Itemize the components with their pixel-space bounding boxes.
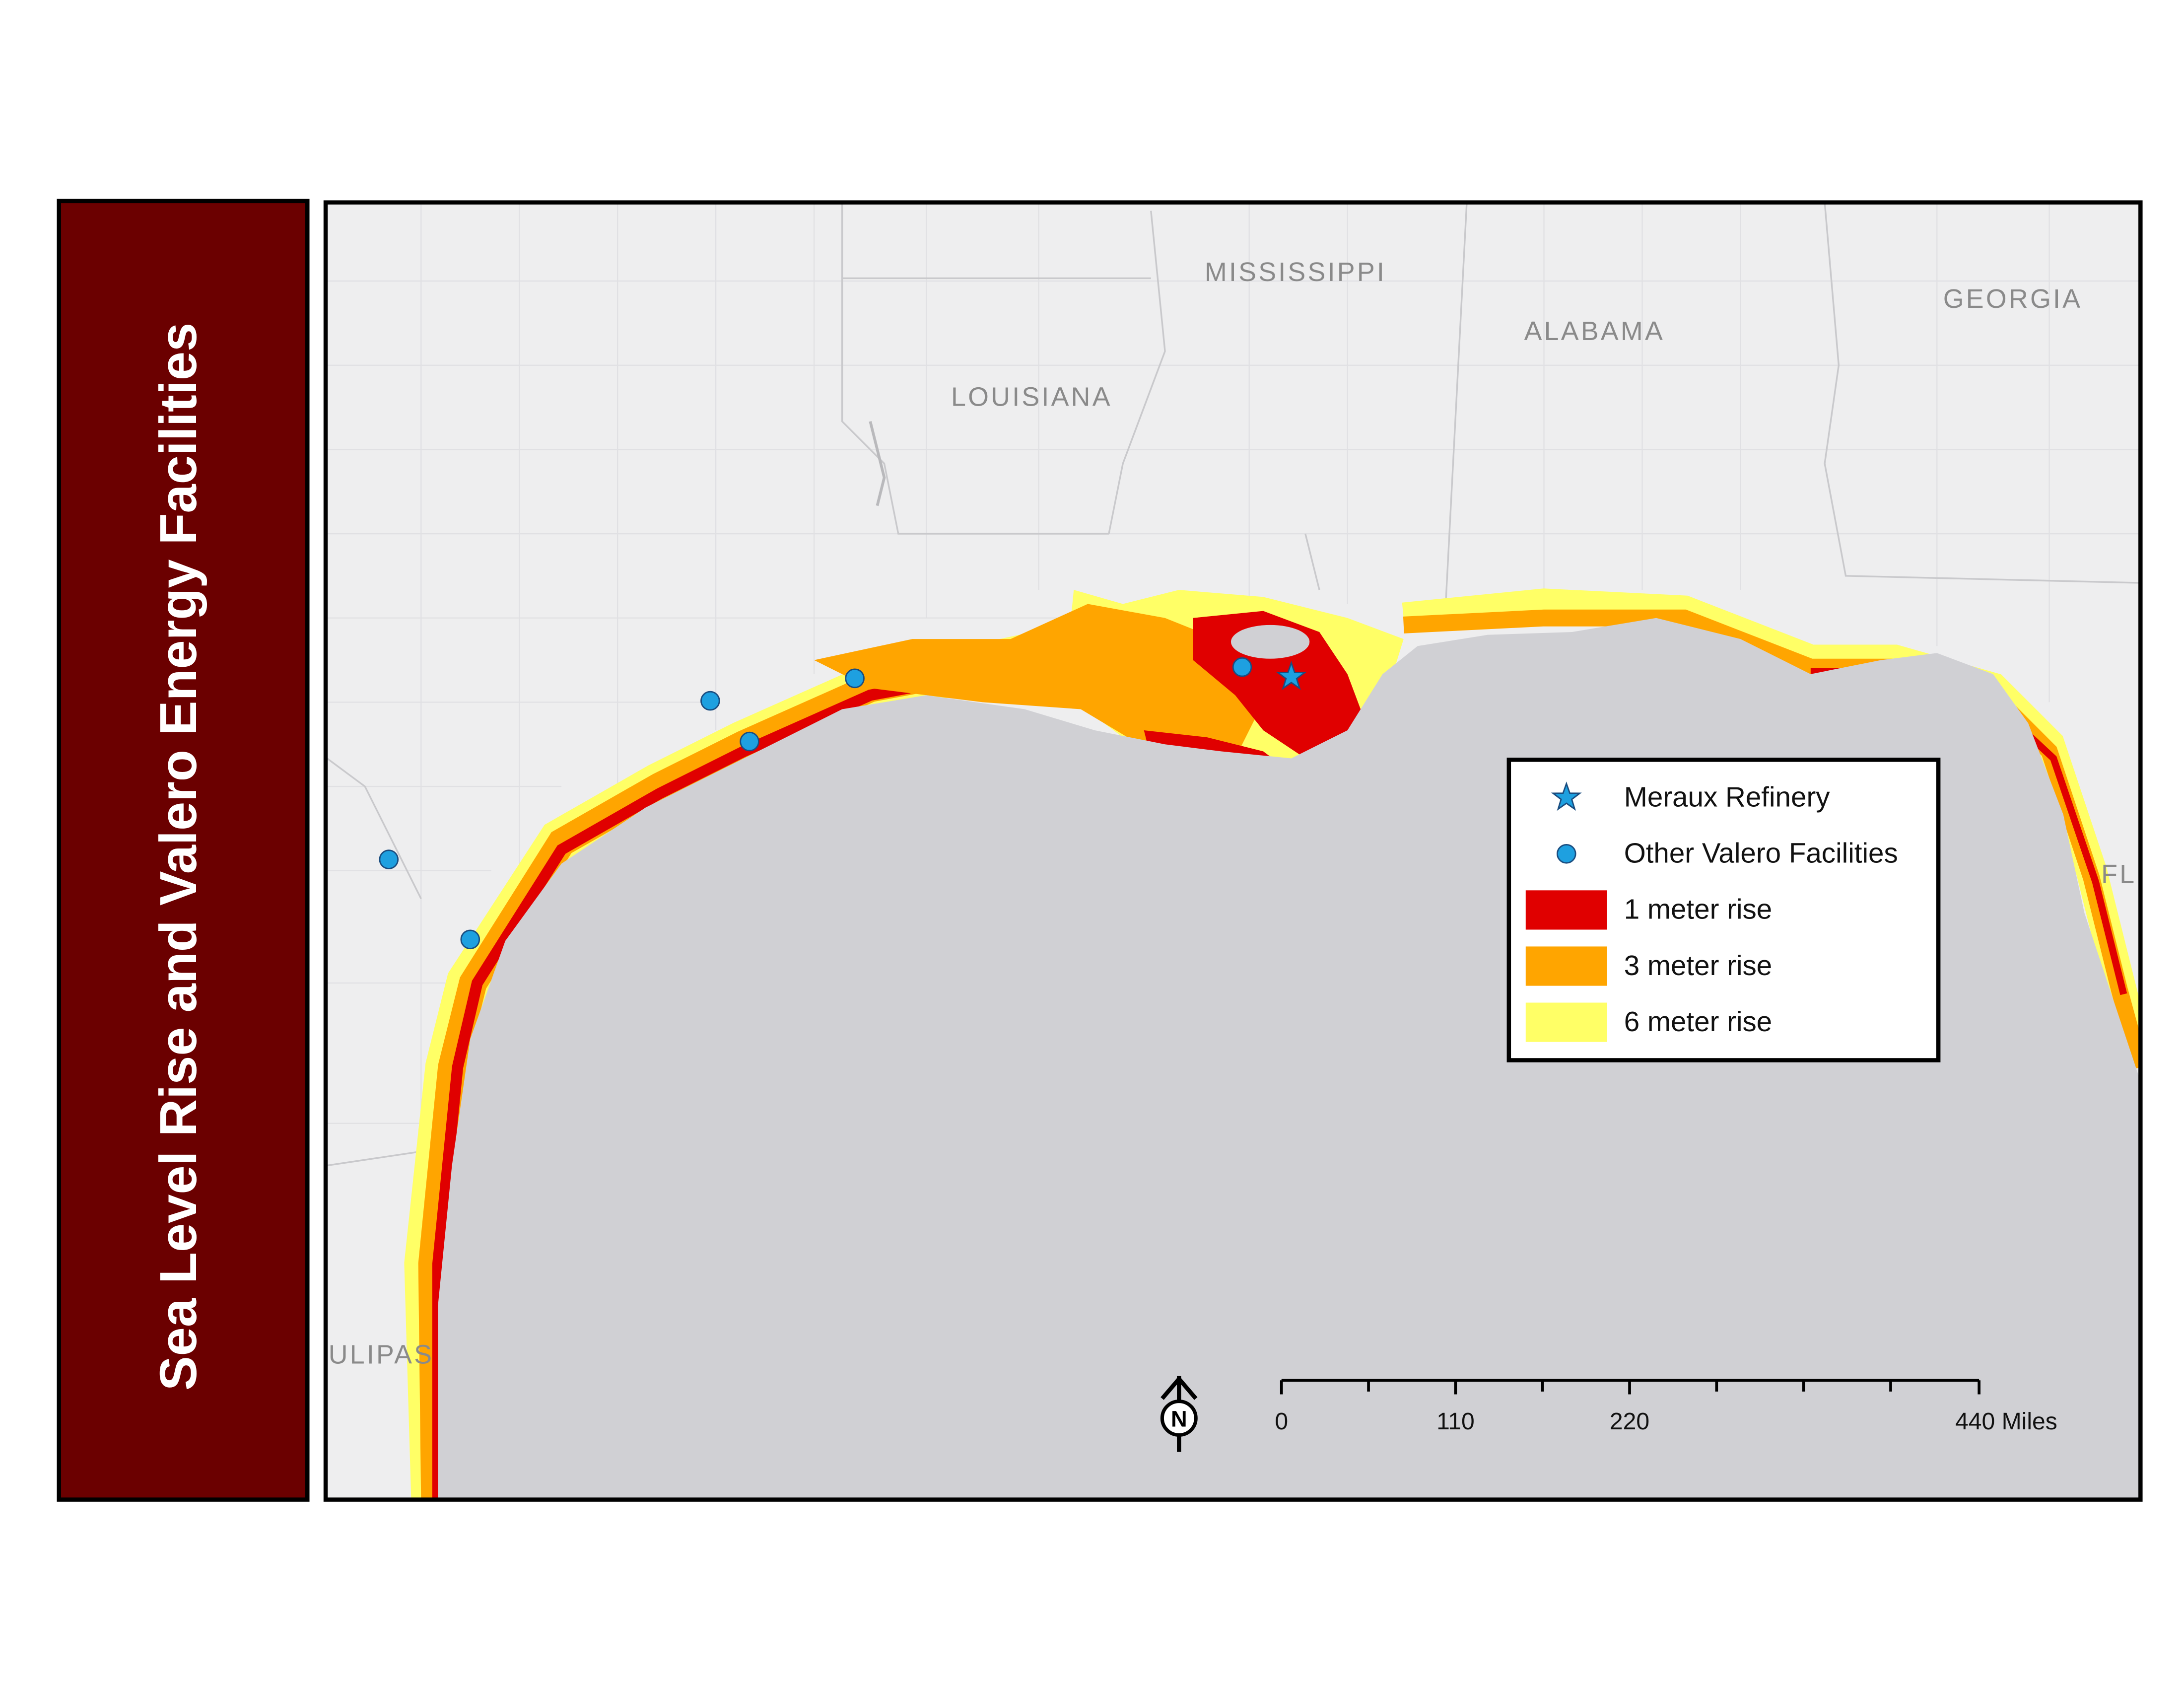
- north-label: N: [1171, 1407, 1187, 1432]
- river: [869, 421, 886, 506]
- scale-label: 110: [1436, 1408, 1475, 1435]
- state-label: ULIPAS: [329, 1339, 434, 1369]
- map-area: MISSISSIPPI ALABAMA GEORGIA LOUISIANA FL…: [326, 202, 2141, 1500]
- map-title: Sea Level Rise and Valero Energy Facilit…: [149, 323, 207, 1391]
- legend-swatch: [1525, 890, 1607, 930]
- north-arrow: N: [1160, 1375, 1198, 1452]
- facility-point: [1232, 657, 1252, 677]
- legend-swatch: [1525, 946, 1607, 986]
- state-borders: [326, 202, 2141, 1181]
- facility-point: [460, 929, 480, 950]
- lake: [1230, 625, 1310, 659]
- scale-label: 440 Miles: [1955, 1408, 2057, 1435]
- facility-point: [700, 691, 720, 711]
- title-panel: [57, 199, 310, 1502]
- legend-label: Meraux Refinery: [1624, 781, 1831, 812]
- legend-label: Other Valero Facilities: [1624, 838, 1898, 869]
- facility-point: [740, 731, 759, 752]
- legend-symbol: [1556, 844, 1576, 864]
- facility-point: [845, 668, 865, 689]
- rise-1m-band: [432, 668, 984, 1500]
- state-label: MISSISSIPPI: [1205, 257, 1386, 287]
- facilities: [379, 657, 1252, 950]
- state-label: GEORGIA: [1943, 284, 2082, 314]
- legend-label: 1 meter rise: [1624, 894, 1773, 925]
- state-label: FL: [2101, 859, 2136, 889]
- facility-point: [379, 849, 399, 869]
- rise-3m-area: [814, 604, 1263, 759]
- county-lines: [326, 202, 2141, 1500]
- legend-swatch: [1525, 1002, 1607, 1042]
- state-label: LOUISIANA: [951, 382, 1112, 412]
- state-label: ALABAMA: [1524, 316, 1665, 346]
- scale-bar: [1280, 1379, 1980, 1395]
- legend-symbol: [1551, 781, 1582, 811]
- map-frame: [323, 200, 2143, 1502]
- scale-label: 220: [1610, 1408, 1649, 1435]
- legend-label: 6 meter rise: [1624, 1006, 1773, 1037]
- meraux-refinery: [1276, 660, 1307, 690]
- scale-label: 0: [1275, 1408, 1288, 1435]
- legend-label: 3 meter rise: [1624, 950, 1773, 981]
